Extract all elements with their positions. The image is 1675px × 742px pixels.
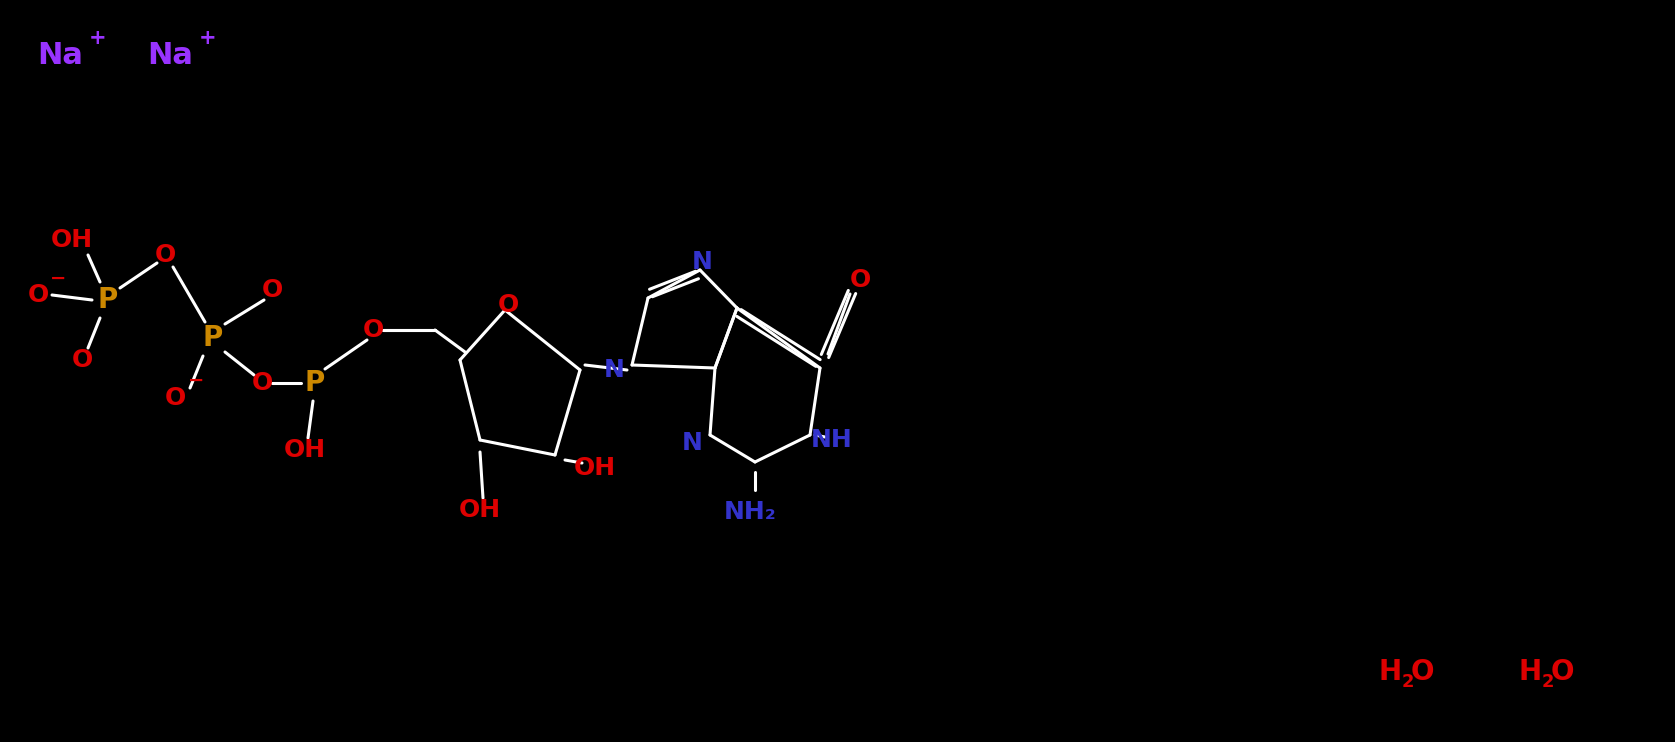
Text: OH: OH bbox=[459, 498, 501, 522]
Text: H: H bbox=[1519, 658, 1541, 686]
Text: −: − bbox=[188, 370, 204, 390]
Text: O: O bbox=[362, 318, 384, 342]
Text: P: P bbox=[305, 369, 325, 397]
Text: NH: NH bbox=[811, 428, 853, 452]
Text: N: N bbox=[603, 358, 625, 382]
Text: O: O bbox=[1410, 658, 1434, 686]
Text: P: P bbox=[97, 286, 119, 314]
Text: O: O bbox=[154, 243, 176, 267]
Text: +: + bbox=[199, 28, 216, 48]
Text: N: N bbox=[692, 250, 712, 274]
Text: O: O bbox=[1551, 658, 1574, 686]
Text: O: O bbox=[27, 283, 49, 307]
Text: O: O bbox=[261, 278, 283, 302]
Text: Na: Na bbox=[37, 41, 84, 70]
Text: H: H bbox=[1379, 658, 1402, 686]
Text: +: + bbox=[89, 28, 107, 48]
Text: P: P bbox=[203, 324, 223, 352]
Text: NH₂: NH₂ bbox=[724, 500, 777, 524]
Text: O: O bbox=[497, 293, 519, 317]
Text: O: O bbox=[849, 268, 871, 292]
Text: −: − bbox=[50, 269, 67, 287]
Text: OH: OH bbox=[285, 438, 327, 462]
Text: O: O bbox=[72, 348, 92, 372]
Text: 2: 2 bbox=[1541, 673, 1554, 691]
Text: O: O bbox=[251, 371, 273, 395]
Text: 2: 2 bbox=[1402, 673, 1414, 691]
Text: OH: OH bbox=[50, 228, 94, 252]
Text: O: O bbox=[164, 386, 186, 410]
Text: N: N bbox=[682, 431, 702, 455]
Text: OH: OH bbox=[575, 456, 616, 480]
Text: Na: Na bbox=[147, 41, 193, 70]
